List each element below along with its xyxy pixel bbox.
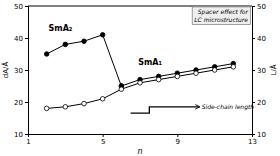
tick-label: 50 [14, 3, 23, 11]
tick-label: 50 [257, 3, 266, 11]
marker [44, 52, 49, 57]
tick-mark [25, 6, 28, 7]
tick-mark [25, 134, 28, 135]
tick: 40 [252, 35, 266, 43]
y2-axis: 10 20 30 40 50 [252, 3, 266, 139]
tick: 1 [26, 134, 30, 146]
title: Spacer effect forLC microstructure [194, 8, 248, 23]
marker [194, 71, 199, 76]
marker [100, 97, 105, 102]
title-box-frame [192, 7, 250, 25]
x-axis: 1 5 9 13 [26, 134, 257, 146]
tick-label: 20 [257, 99, 266, 107]
tick: 30 [252, 67, 266, 75]
tick: 10 [252, 131, 266, 139]
marker [212, 68, 217, 73]
marker [138, 81, 143, 86]
title-box: Spacer effect forLC microstructure [192, 7, 250, 25]
tick-mark [103, 134, 104, 137]
y-axis: 10 20 30 40 50 [14, 3, 28, 139]
tick: 10 [14, 131, 28, 139]
tick-label: 40 [14, 35, 23, 43]
annotation: SmA₁ [138, 58, 162, 67]
tick-mark [252, 6, 255, 7]
tick: 50 [14, 3, 28, 11]
tick: 13 [248, 134, 257, 146]
tick-label: 10 [14, 131, 23, 139]
tick: 9 [176, 134, 180, 146]
tick-mark [177, 134, 178, 137]
annotation: SmA₂ [49, 24, 73, 33]
tick-label: 30 [14, 67, 23, 75]
tick: 40 [14, 35, 28, 43]
tick-label: 1 [26, 138, 30, 146]
annotation-arrow [131, 107, 200, 113]
tick-label: 10 [257, 131, 266, 139]
series-line [121, 64, 233, 86]
tick-mark [252, 38, 255, 39]
marker [231, 65, 236, 70]
tick: 50 [252, 3, 266, 11]
series-line [47, 67, 234, 109]
tick-label: 40 [257, 35, 266, 43]
marks [44, 33, 235, 114]
marker [63, 105, 68, 110]
tick-mark [25, 38, 28, 39]
plot: 1591310203040501020304050SmA₂SmA₁Side-ch… [14, 3, 266, 146]
marker [82, 101, 87, 106]
axis-line [25, 7, 29, 135]
tick-label: 9 [176, 138, 180, 146]
series-line [47, 35, 122, 86]
marker [156, 77, 161, 82]
chart: 1591310203040501020304050SmA₂SmA₁Side-ch… [0, 0, 280, 156]
annotations: SmA₂ SmA₁ Side-chain length [49, 24, 255, 111]
tick: 30 [14, 67, 28, 75]
tick-mark [25, 70, 28, 71]
y-axis-title: dA/Å [1, 62, 10, 79]
tick-label: 13 [248, 138, 257, 146]
x-axis-title: n [137, 147, 142, 156]
marker [63, 42, 68, 47]
marker [100, 33, 105, 38]
tick-mark [252, 134, 255, 135]
frame [28, 6, 252, 7]
tick: 20 [14, 99, 28, 107]
tick-label: 30 [257, 67, 266, 75]
axis-line [253, 7, 256, 135]
tick-label: 5 [101, 138, 105, 146]
marker [82, 39, 87, 44]
marker [175, 74, 180, 79]
marker [119, 87, 124, 92]
tick-mark [252, 70, 255, 71]
marker [44, 106, 49, 111]
tick-label: 20 [14, 99, 23, 107]
tick-mark [25, 102, 28, 103]
tick: 5 [101, 134, 105, 146]
axis-line [29, 135, 253, 138]
y2-axis-title: L/Å [269, 64, 278, 75]
annotation: Side-chain length [202, 103, 255, 111]
